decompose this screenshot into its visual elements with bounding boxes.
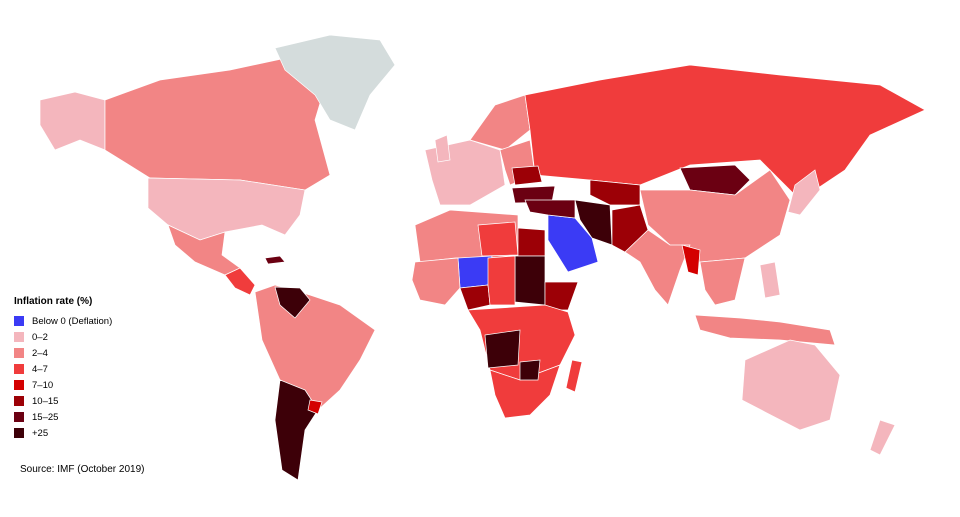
region-south-america xyxy=(254,284,376,411)
region-myanmar xyxy=(681,244,701,276)
region-japan xyxy=(787,169,821,216)
legend-item: 4–7 xyxy=(14,361,112,377)
region-se-asia xyxy=(699,257,746,306)
legend-item: Below 0 (Deflation) xyxy=(14,313,112,329)
legend-label: 15–25 xyxy=(32,411,59,423)
region-libya xyxy=(477,221,519,257)
legend-label: 2–4 xyxy=(32,347,48,359)
source-note: Source: IMF (October 2019) xyxy=(20,464,145,475)
legend-label: 4–7 xyxy=(32,363,48,375)
region-nigeria xyxy=(459,284,491,311)
region-india xyxy=(624,229,691,306)
region-zimbabwe xyxy=(519,359,541,381)
legend-label: Below 0 (Deflation) xyxy=(32,315,113,327)
region-scandinavia xyxy=(469,94,531,151)
region-madagascar xyxy=(565,359,583,393)
legend-swatch xyxy=(14,316,24,326)
region-indonesia xyxy=(694,314,836,346)
legend-label: +25 xyxy=(32,427,49,439)
legend-swatch xyxy=(14,332,24,342)
legend-swatch xyxy=(14,380,24,390)
region-canada xyxy=(104,54,331,191)
legend-label: 10–15 xyxy=(32,395,59,407)
region-sudan xyxy=(514,255,546,306)
region-ukraine xyxy=(511,165,543,186)
legend-swatch xyxy=(14,364,24,374)
legend-swatch xyxy=(14,348,24,358)
region-niger xyxy=(457,255,493,289)
legend-label: 0–2 xyxy=(32,331,48,343)
region-west-africa xyxy=(411,257,461,306)
region-philippines xyxy=(759,261,781,299)
region-greenland xyxy=(274,34,396,131)
region-australia xyxy=(741,339,841,431)
legend-swatch xyxy=(14,428,24,438)
region-russia-kazakhstan xyxy=(524,64,926,201)
legend-title: Inflation rate (%) xyxy=(14,296,93,307)
legend-item: +25 xyxy=(14,425,112,441)
legend-label: 7–10 xyxy=(32,379,54,391)
region-middle-east xyxy=(524,199,576,219)
legend-swatch xyxy=(14,412,24,422)
region-usa xyxy=(147,177,306,241)
legend-item: 10–15 xyxy=(14,393,112,409)
region-iran xyxy=(574,199,613,246)
region-egypt xyxy=(517,227,546,257)
region-venezuela xyxy=(274,286,311,319)
region-central-america xyxy=(224,267,256,296)
legend-item: 15–25 xyxy=(14,409,112,425)
legend-item: 2–4 xyxy=(14,345,112,361)
region-mongolia xyxy=(679,164,751,196)
legend-item: 0–2 xyxy=(14,329,112,345)
region-caribbean xyxy=(264,255,286,265)
region-china xyxy=(639,169,791,263)
region-new-zealand xyxy=(869,419,896,456)
region-central-asia xyxy=(589,179,641,206)
region-drc xyxy=(484,329,521,369)
region-chad-car xyxy=(487,255,516,306)
legend-item: 7–10 xyxy=(14,377,112,393)
legend-swatch xyxy=(14,396,24,406)
region-ethiopia xyxy=(544,281,579,311)
region-alaska xyxy=(39,91,106,151)
region-uk xyxy=(434,134,451,163)
region-uruguay xyxy=(307,399,323,415)
legend: Inflation rate (%) Below 0 (Deflation) 0–… xyxy=(14,296,112,441)
region-argentina xyxy=(274,379,319,481)
